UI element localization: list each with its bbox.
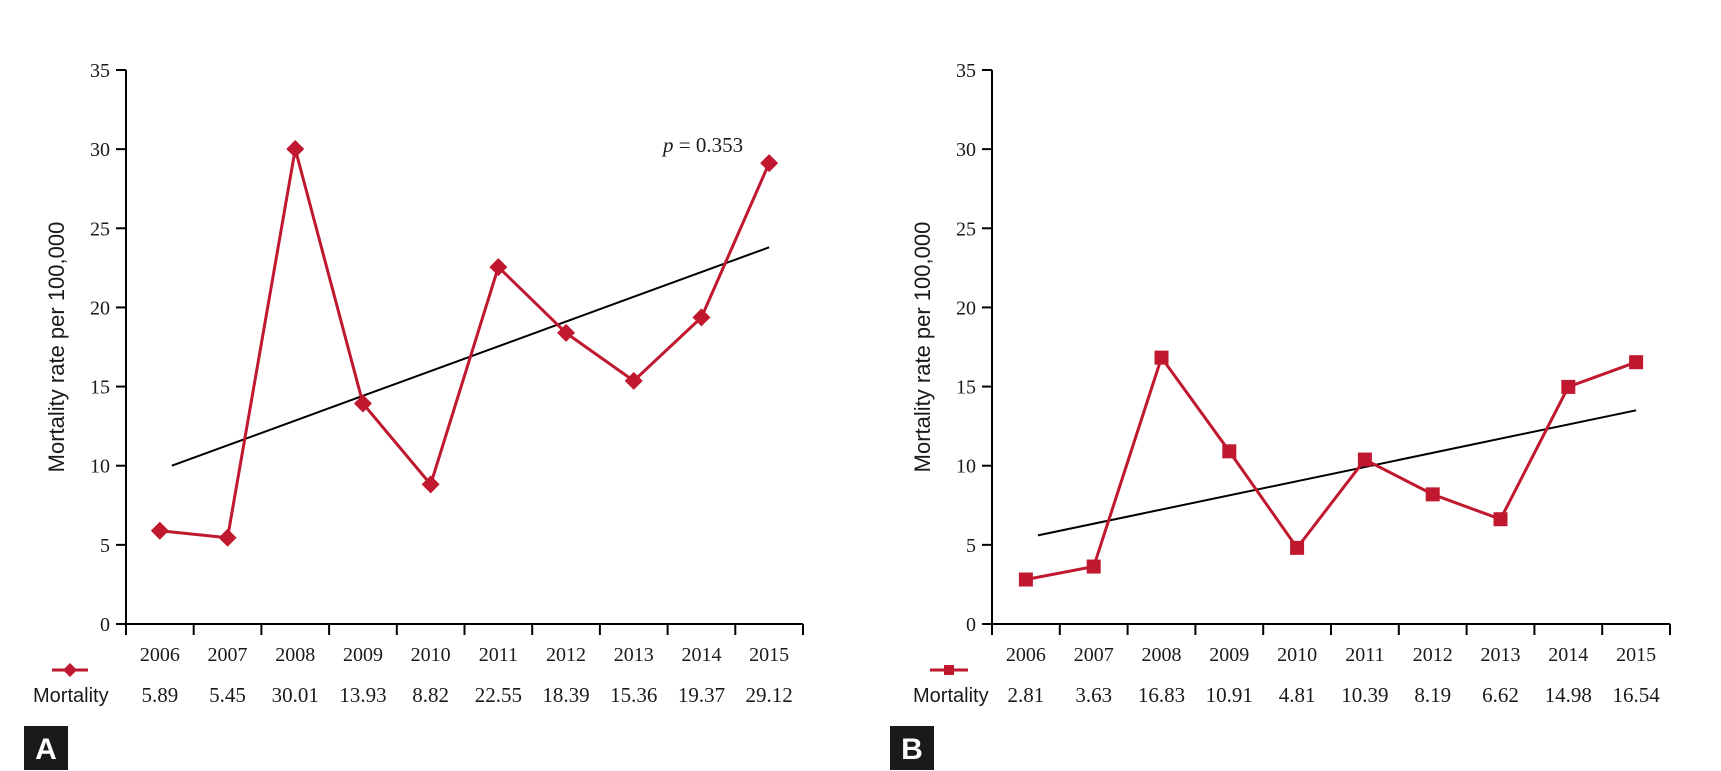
data-value-label: 4.81 — [1279, 683, 1316, 707]
data-point — [1086, 559, 1101, 574]
data-point — [218, 528, 237, 547]
data-value-label: 6.62 — [1482, 683, 1519, 707]
y-tick-label: 20 — [956, 297, 976, 319]
data-point — [1493, 512, 1508, 527]
data-point — [1290, 540, 1305, 555]
x-tick-label: 2010 — [411, 644, 451, 666]
y-tick-label: 10 — [90, 456, 110, 478]
x-tick-label: 2012 — [546, 644, 586, 666]
x-tick-label: 2007 — [208, 644, 248, 666]
x-tick-label: 2009 — [343, 644, 383, 666]
y-tick-label: 35 — [90, 60, 110, 82]
data-point — [489, 258, 508, 277]
x-tick-label: 2006 — [1006, 644, 1046, 666]
data-value-label: 18.39 — [542, 683, 589, 707]
x-tick-label: 2008 — [275, 644, 315, 666]
y-tick-label: 35 — [956, 60, 976, 82]
y-tick-label: 15 — [90, 377, 110, 399]
data-value-label: 16.54 — [1612, 683, 1660, 707]
data-point — [1154, 350, 1169, 365]
x-tick-label: 2012 — [1413, 644, 1453, 666]
x-tick-label: 2014 — [681, 644, 721, 666]
y-tick-label: 30 — [90, 139, 110, 161]
y-tick-label: 15 — [956, 377, 976, 399]
data-value-label: 10.91 — [1206, 683, 1253, 707]
data-value-label: 13.93 — [339, 683, 386, 707]
legend-marker — [944, 665, 954, 675]
data-point — [624, 371, 643, 390]
x-tick-label: 2006 — [140, 644, 180, 666]
x-tick-label: 2011 — [1345, 644, 1384, 666]
data-value-label: 5.45 — [209, 683, 246, 707]
x-tick-label: 2011 — [479, 644, 518, 666]
data-value-label: 5.89 — [141, 683, 178, 707]
data-point — [421, 475, 440, 494]
data-point — [1018, 572, 1033, 587]
x-tick-label: 2009 — [1209, 644, 1249, 666]
panel-letter: A — [35, 733, 57, 766]
panel-letter-badge — [890, 726, 934, 770]
y-tick-label: 0 — [100, 614, 110, 636]
data-point — [1357, 452, 1372, 467]
series-line-mortality — [1025, 354, 1637, 581]
data-value-label: 19.37 — [678, 683, 725, 707]
data-value-label: 22.55 — [475, 683, 522, 707]
y-tick-label: 30 — [956, 139, 976, 161]
x-tick-label: 2015 — [1616, 644, 1656, 666]
x-tick-label: 2013 — [614, 644, 654, 666]
data-value-label: 14.98 — [1545, 683, 1592, 707]
data-point — [692, 308, 711, 327]
series-line-mortality — [159, 148, 771, 540]
panel-letter: B — [901, 733, 923, 766]
trend-line — [1037, 409, 1637, 537]
data-point — [353, 394, 372, 413]
y-axis-label: Mortality rate per 100,000 — [44, 222, 69, 473]
data-point — [1561, 379, 1576, 394]
data-row-label: Mortality — [33, 685, 109, 707]
data-value-label: 29.12 — [746, 683, 793, 707]
data-point — [1425, 487, 1440, 502]
panel-b: 0 5 10 15 20 25 30 35 2006 2007 2008 2009 2010 2011 20… — [890, 60, 1671, 770]
y-tick-label: 0 — [966, 614, 976, 636]
data-value-label: 8.19 — [1414, 683, 1451, 707]
y-tick-label: 25 — [90, 218, 110, 240]
x-tick-label: 2015 — [749, 644, 789, 666]
data-value-label: 2.81 — [1008, 683, 1045, 707]
data-value-label: 15.36 — [610, 683, 657, 707]
data-value-label: 30.01 — [272, 683, 319, 707]
data-value-label: 16.83 — [1138, 683, 1185, 707]
y-tick-label: 10 — [956, 456, 976, 478]
data-value-label: 10.39 — [1341, 683, 1388, 707]
data-point — [1629, 355, 1644, 370]
data-row-label: Mortality — [913, 685, 989, 707]
data-point — [150, 521, 169, 540]
data-value-label: 3.63 — [1075, 683, 1112, 707]
x-tick-label: 2010 — [1277, 644, 1317, 666]
panel-letter-badge — [24, 726, 68, 770]
y-tick-label: 25 — [956, 218, 976, 240]
y-tick-label: 5 — [966, 535, 976, 557]
x-tick-label: 2014 — [1548, 644, 1588, 666]
x-tick-label: 2008 — [1142, 644, 1182, 666]
data-point — [286, 139, 305, 158]
legend-marker — [63, 663, 77, 677]
x-tick-label: 2007 — [1074, 644, 1114, 666]
x-tick-label: 2013 — [1481, 644, 1521, 666]
y-tick-label: 5 — [100, 535, 110, 557]
y-axis-label: Mortality rate per 100,000 — [910, 222, 935, 473]
p-value-annotation: p = 0.353 — [661, 133, 743, 157]
panel-a: 0 5 10 15 20 25 30 35 2006 2007 2008 2009 2010 2011 20… — [24, 60, 804, 770]
data-value-label: 8.82 — [412, 683, 449, 707]
y-tick-label: 20 — [90, 297, 110, 319]
data-point — [760, 154, 779, 173]
data-point — [1222, 444, 1237, 459]
data-point — [557, 323, 576, 342]
